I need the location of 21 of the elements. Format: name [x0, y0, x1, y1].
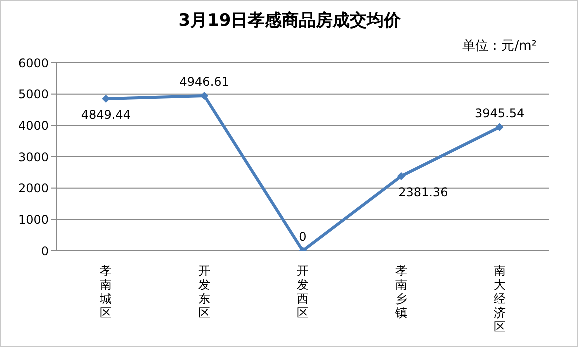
data-label: 4946.61 — [180, 75, 230, 90]
data-label: 0 — [299, 230, 307, 244]
x-tick-label: 开发西区 — [297, 264, 309, 320]
x-tick-label: 孝南城区 — [99, 264, 112, 320]
data-label: 3945.54 — [474, 106, 525, 120]
y-tick-label: 3000 — [18, 150, 49, 164]
y-tick-label: 2000 — [18, 182, 49, 196]
data-label: 4849.44 — [81, 108, 132, 122]
y-tick-label: 4000 — [18, 118, 49, 133]
y-tick-label: 6000 — [18, 56, 49, 70]
y-tick-label: 1000 — [18, 212, 49, 227]
y-tick-label: 5000 — [18, 88, 49, 102]
data-label: 2381.36 — [398, 185, 448, 200]
point — [397, 172, 406, 180]
x-tick-label: 南大经济区 — [494, 264, 506, 334]
x-tick-label: 孝南乡镇 — [394, 264, 408, 320]
text: 单位：元/m² — [462, 38, 537, 55]
y-tick-label: 0 — [41, 244, 49, 258]
x-tick-label: 开发东区 — [198, 264, 211, 320]
chart-title: 3月19日孝感商品房成交均价 — [178, 10, 402, 32]
point — [496, 123, 504, 132]
